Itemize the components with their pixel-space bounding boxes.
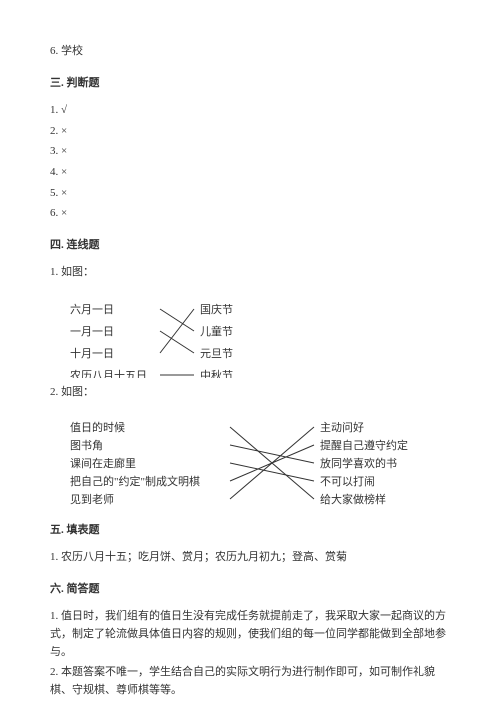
list-item: 4. ×	[50, 164, 450, 182]
answer-6: 6. 学校	[50, 43, 450, 61]
section-4-title: 四. 连线题	[50, 237, 450, 255]
section-6-title: 六. 简答题	[50, 581, 450, 599]
list-item: 2. ×	[50, 123, 450, 141]
list-item: 6. ×	[50, 205, 450, 223]
svg-text:十月一日: 十月一日	[70, 346, 114, 360]
svg-text:值日的时候: 值日的时候	[70, 420, 125, 434]
svg-text:儿童节: 儿童节	[200, 324, 233, 338]
short-answer-2: 2. 本题答案不唯一，学生结合自己的实际文明行为进行制作即可，如可制作礼貌棋、守…	[50, 664, 450, 699]
matching-2-label: 2. 如图：	[50, 384, 450, 402]
svg-text:放同学喜欢的书: 放同学喜欢的书	[320, 456, 397, 470]
svg-text:国庆节: 国庆节	[200, 302, 233, 316]
svg-text:见到老师: 见到老师	[70, 493, 114, 506]
svg-text:元旦节: 元旦节	[200, 347, 233, 360]
svg-text:给大家做榜样: 给大家做榜样	[320, 492, 386, 506]
matching-diagram-2: 值日的时候图书角课间在走廊里把自己的"约定"制成文明棋见到老师 主动问好提醒自己遵…	[50, 408, 430, 508]
judgment-list: 1. √ 2. × 3. × 4. × 5. × 6. ×	[50, 102, 450, 223]
svg-text:把自己的"约定"制成文明棋: 把自己的"约定"制成文明棋	[70, 474, 200, 488]
list-item: 5. ×	[50, 185, 450, 203]
svg-text:农历八月十五日: 农历八月十五日	[70, 368, 147, 378]
svg-text:不可以打闹: 不可以打闹	[320, 474, 375, 488]
section-3-title: 三. 判断题	[50, 75, 450, 93]
list-item: 1. √	[50, 102, 450, 120]
matching-1-label: 1. 如图：	[50, 264, 450, 282]
svg-text:六月一日: 六月一日	[70, 303, 114, 316]
svg-text:提醒自己遵守约定: 提醒自己遵守约定	[320, 438, 408, 452]
list-item: 3. ×	[50, 143, 450, 161]
short-answer-1: 1. 值日时，我们组有的值日生没有完成任务就提前走了，我采取大家一起商议的方式，…	[50, 608, 450, 661]
svg-text:图书角: 图书角	[70, 439, 103, 452]
svg-text:主动问好: 主动问好	[320, 420, 364, 434]
matching-diagram-1: 六月一日一月一日十月一日农历八月十五日 国庆节儿童节元旦节中秋节	[50, 288, 290, 378]
svg-text:一月一日: 一月一日	[70, 326, 114, 338]
fill-answer-1: 1. 农历八月十五；吃月饼、赏月；农历九月初九；登高、赏菊	[50, 549, 450, 567]
svg-text:中秋节: 中秋节	[200, 368, 233, 378]
section-5-title: 五. 填表题	[50, 522, 450, 540]
svg-text:课间在走廊里: 课间在走廊里	[70, 456, 136, 470]
